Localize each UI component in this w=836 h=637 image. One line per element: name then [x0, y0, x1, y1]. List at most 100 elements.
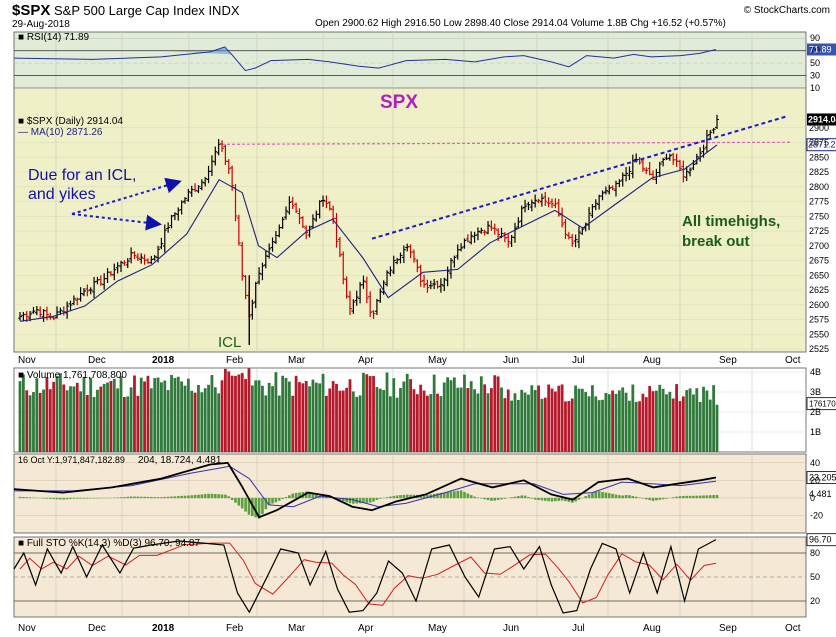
macd-histogram-bar	[493, 497, 497, 501]
volume-bar	[59, 373, 62, 452]
price-tick-label: 2550	[809, 329, 829, 339]
volume-bar	[661, 388, 665, 452]
macd-histogram-bar	[203, 494, 207, 499]
volume-bar	[520, 389, 524, 452]
macd-histogram-bar	[227, 496, 231, 499]
macd-histogram-bar	[86, 497, 89, 499]
volume-bar	[513, 393, 517, 452]
volume-bar	[702, 386, 705, 452]
sto-label: ■ Full STO %K(14,3) %D(3) 96.70, 94.87	[18, 538, 200, 549]
volume-bar	[564, 401, 567, 452]
volume-bar	[45, 377, 49, 452]
volume-bar	[426, 395, 429, 452]
macd-histogram-bar	[547, 497, 550, 502]
macd-histogram-bar	[210, 493, 214, 499]
macd-hist-tag-text: 4.481	[809, 489, 832, 499]
macd-histogram-bar	[456, 490, 460, 499]
volume-bar	[217, 393, 221, 452]
macd-histogram-bar	[345, 497, 348, 503]
legend-price: ■ $SPX (Daily) 2914.04	[18, 116, 123, 127]
macd-histogram-bar	[372, 497, 375, 502]
volume-bar	[183, 385, 187, 452]
volume-bar	[469, 381, 473, 452]
volume-bar	[493, 375, 497, 452]
volume-bar	[419, 384, 423, 452]
volume-bar	[537, 385, 540, 452]
volume-tag-text: 1761708800	[809, 400, 836, 409]
icl-label: ICL	[218, 334, 241, 351]
volume-bar	[338, 390, 342, 452]
volume-bar	[146, 375, 150, 452]
volume-bar	[166, 390, 170, 452]
macd-histogram-bar	[55, 497, 59, 500]
macd-histogram-bar	[648, 497, 651, 501]
month-label: Aug	[643, 623, 661, 634]
macd-histogram-bar	[389, 496, 392, 499]
volume-bar	[671, 398, 675, 452]
volume-bar	[668, 391, 672, 452]
macd-histogram-bar	[291, 493, 295, 499]
volume-bar	[399, 388, 402, 452]
price-tick-label: 2625	[809, 285, 829, 295]
volume-bar	[122, 397, 126, 452]
macd-histogram-bar	[32, 497, 35, 499]
volume-bar	[112, 378, 116, 452]
volume-bar	[382, 390, 386, 452]
price-tick-label: 2650	[809, 270, 829, 280]
volume-bar	[533, 390, 537, 452]
macd-histogram-bar	[682, 495, 685, 499]
volume-bar	[99, 386, 103, 452]
macd-histogram-bar	[65, 497, 69, 500]
volume-label: ■ Volume 1,761,708,800	[18, 370, 127, 381]
volume-tick-label: 4B	[810, 367, 821, 377]
volume-bar	[611, 390, 615, 452]
volume-bar	[486, 393, 490, 452]
macd-histogram-bar	[143, 496, 146, 499]
macd-tick-label: 0	[810, 493, 815, 503]
macd-histogram-bar	[308, 491, 311, 499]
macd-histogram-bar	[217, 494, 220, 499]
volume-bar	[72, 386, 76, 452]
volume-bar	[207, 384, 210, 452]
volume-bar	[638, 401, 641, 452]
volume-bar	[651, 391, 655, 452]
volume-bar	[65, 390, 69, 452]
macd-histogram-bar	[446, 492, 449, 499]
macd-histogram-bar	[591, 492, 594, 499]
macd-histogram-bar	[503, 497, 507, 499]
macd-histogram-bar	[557, 497, 561, 501]
volume-bar	[412, 389, 416, 452]
volume-bar	[395, 397, 399, 452]
volume-bar	[79, 391, 83, 452]
macd-histogram-bar	[607, 493, 611, 499]
macd-histogram-bar	[523, 495, 527, 499]
volume-bar	[614, 393, 618, 452]
sto-tick-label: 50	[810, 572, 820, 582]
price-tick-label: 2825	[809, 167, 829, 177]
volume-bar	[42, 389, 45, 452]
volume-bar	[149, 388, 153, 452]
macd-histogram-bar	[150, 496, 153, 499]
macd-histogram-bar	[533, 497, 537, 500]
volume-bar	[449, 380, 453, 452]
volume-bar	[156, 377, 160, 452]
volume-bar	[681, 396, 685, 452]
volume-bar	[139, 377, 143, 452]
macd-histogram-bar	[426, 494, 429, 499]
macd-histogram-bar	[220, 494, 224, 499]
volume-bar	[540, 398, 544, 452]
volume-bar	[271, 386, 274, 452]
volume-bar	[695, 388, 699, 452]
macd-histogram-bar	[584, 496, 587, 499]
sto-k-line	[13, 539, 717, 614]
volume-bar	[692, 394, 695, 452]
rsi-overbought-fill	[161, 46, 232, 55]
rsi-tick-label: 70	[810, 46, 820, 56]
volume-bar	[318, 383, 322, 452]
macd-histogram-bar	[281, 497, 284, 499]
volume-bar	[483, 384, 487, 452]
macd-histogram-bar	[304, 491, 308, 499]
price-tag-text: 2914.04	[808, 114, 836, 124]
macd-histogram-bar	[537, 497, 540, 500]
macd-histogram-bar	[671, 497, 675, 499]
